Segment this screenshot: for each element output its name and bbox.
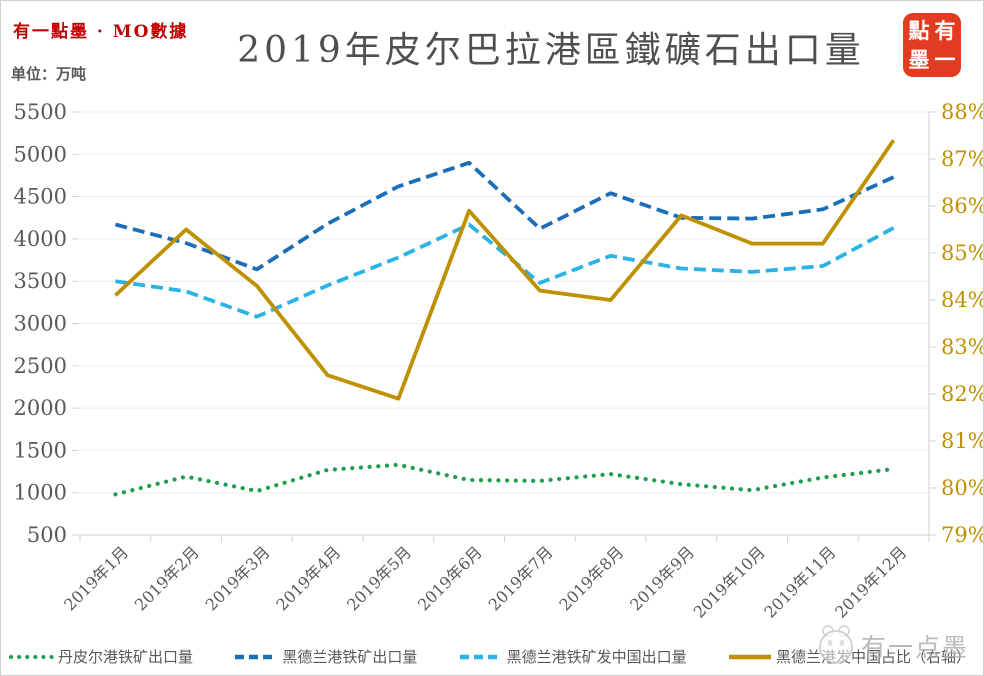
seal-char: 有	[934, 18, 956, 43]
series-line-left	[113, 462, 896, 497]
legend-label: 黑德兰港发中国占比（右轴）	[775, 649, 971, 666]
right-axis-tick-label: 79%	[941, 523, 983, 547]
x-axis-tick-label: 2019年7月	[485, 542, 557, 614]
right-axis-tick-label: 82%	[941, 382, 983, 406]
seal-char: 一	[934, 47, 956, 72]
left-axis-tick-label: 1500	[14, 438, 67, 462]
legend-item: 黑德兰港铁矿出口量	[233, 646, 417, 667]
legend-marker	[9, 654, 55, 659]
series-line-left	[115, 222, 895, 319]
left-axis-tick-label: 500	[27, 523, 67, 547]
left-axis-tick-label: 3500	[14, 269, 67, 293]
series-line-right	[114, 139, 896, 401]
legend-item: 黑德兰港铁矿发中国出口量	[458, 646, 687, 667]
x-axis-tick-label: 2019年2月	[131, 542, 203, 614]
x-axis-tick-label: 2019年8月	[555, 542, 627, 614]
legend-label: 丹皮尔港铁矿出口量	[58, 649, 194, 666]
x-axis-tick-label: 2019年12月	[831, 542, 910, 621]
x-axis-tick-label: 2019年1月	[60, 542, 132, 614]
right-axis-tick-label: 85%	[941, 241, 983, 265]
legend-item: 丹皮尔港铁矿出口量	[9, 646, 193, 667]
right-axis-tick-label: 84%	[941, 288, 983, 312]
x-axis-tick-label: 2019年4月	[272, 542, 344, 614]
right-axis-tick-label: 83%	[941, 335, 983, 359]
right-axis-tick-label: 87%	[941, 147, 983, 171]
x-axis-tick-label: 2019年6月	[414, 542, 486, 614]
left-axis-tick-label: 1000	[14, 481, 67, 505]
legend-marker	[459, 654, 502, 659]
right-axis-tick-label: 86%	[941, 194, 983, 218]
left-axis-tick-label: 2500	[14, 354, 67, 378]
legend-marker	[235, 654, 278, 659]
brand-watermark-top: 有一點墨 · MO數據	[13, 22, 189, 42]
chart-title: 2019年皮尔巴拉港區鐵礦石出口量	[237, 30, 865, 71]
x-axis-tick-label: 2019年5月	[343, 542, 415, 614]
x-axis-tick-label: 2019年11月	[760, 542, 839, 621]
left-axis-tick-label: 5000	[14, 142, 67, 166]
legend-marker	[728, 654, 771, 659]
x-axis-tick-label: 2019年10月	[690, 542, 769, 621]
seal-char: 墨	[908, 47, 930, 72]
legend-label: 黑德兰港铁矿发中国出口量	[506, 649, 687, 666]
seal-char: 點	[908, 18, 930, 43]
chart-legend: 丹皮尔港铁矿出口量 黑德兰港铁矿出口量 黑德兰港铁矿发中国出口量 黑德兰港发中国占比（…	[9, 646, 971, 667]
unit-label: 单位：万吨	[11, 66, 87, 83]
series-line-left	[114, 160, 895, 272]
red-seal-logo: 點 有 墨 一	[903, 13, 961, 77]
right-axis-tick-label: 81%	[941, 429, 983, 453]
left-axis-tick-label: 4000	[14, 227, 67, 251]
x-axis-tick-label: 2019年3月	[202, 542, 274, 614]
legend-label: 黑德兰港铁矿出口量	[282, 649, 418, 666]
x-axis-tick-label: 2019年9月	[626, 542, 698, 614]
left-axis-tick-label: 5500	[14, 100, 67, 124]
left-axis-tick-label: 2000	[14, 396, 67, 420]
left-axis-tick-label: 4500	[14, 185, 67, 209]
left-axis-tick-label: 3000	[14, 312, 67, 336]
right-axis-tick-label: 88%	[941, 100, 983, 124]
right-axis-tick-label: 80%	[941, 476, 983, 500]
legend-item: 黑德兰港发中国占比（右轴）	[727, 646, 971, 667]
